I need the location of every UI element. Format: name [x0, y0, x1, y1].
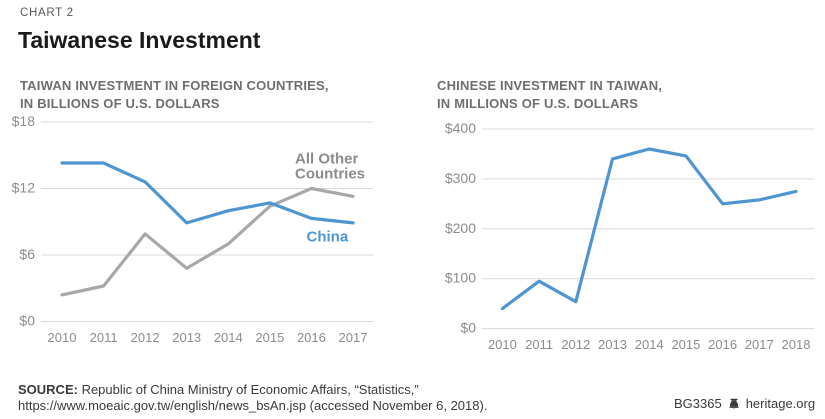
svg-text:2015: 2015	[255, 330, 284, 345]
svg-text:2016: 2016	[708, 337, 737, 352]
svg-text:$18: $18	[12, 113, 36, 129]
svg-text:2011: 2011	[525, 337, 553, 352]
svg-text:China: China	[307, 228, 349, 245]
svg-text:2013: 2013	[598, 337, 627, 352]
svg-text:2010: 2010	[488, 337, 517, 352]
svg-text:Countries: Countries	[295, 166, 365, 183]
svg-text:2017: 2017	[339, 330, 368, 345]
svg-text:$100: $100	[445, 270, 476, 286]
svg-text:2014: 2014	[214, 330, 243, 345]
svg-text:2011: 2011	[90, 330, 118, 345]
svg-text:$0: $0	[19, 313, 35, 329]
svg-text:2017: 2017	[745, 337, 774, 352]
svg-text:2012: 2012	[131, 330, 160, 345]
svg-text:2012: 2012	[561, 337, 590, 352]
svg-text:$0: $0	[460, 320, 476, 336]
svg-text:2010: 2010	[48, 330, 77, 345]
svg-text:2018: 2018	[782, 337, 811, 352]
svg-text:2016: 2016	[297, 330, 326, 345]
svg-text:$200: $200	[445, 220, 476, 236]
svg-text:2015: 2015	[671, 337, 700, 352]
svg-text:2013: 2013	[172, 330, 201, 345]
svg-text:$400: $400	[445, 120, 476, 136]
svg-text:$12: $12	[12, 180, 36, 196]
svg-text:$6: $6	[19, 246, 35, 262]
svg-text:2014: 2014	[635, 337, 664, 352]
svg-text:$300: $300	[445, 170, 476, 186]
